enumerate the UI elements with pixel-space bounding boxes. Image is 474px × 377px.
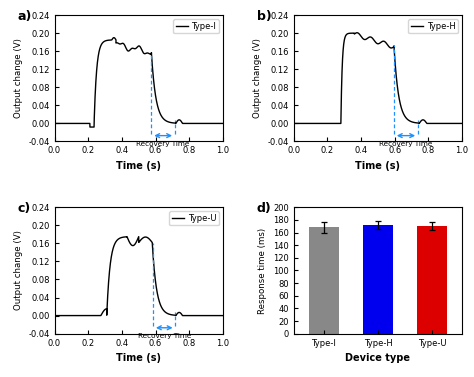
Legend: Type-H: Type-H — [409, 19, 458, 33]
Legend: Type-I: Type-I — [173, 19, 219, 33]
Text: b): b) — [256, 10, 272, 23]
Text: Recovery Time: Recovery Time — [137, 333, 191, 339]
Text: a): a) — [18, 10, 32, 23]
Text: Recovery Time: Recovery Time — [379, 141, 433, 147]
Bar — [309, 227, 338, 334]
Legend: Type-U: Type-U — [170, 211, 219, 225]
Y-axis label: Output change (V): Output change (V) — [14, 38, 23, 118]
Bar — [363, 225, 393, 334]
Bar — [417, 226, 447, 334]
Y-axis label: Response time (ms): Response time (ms) — [258, 227, 267, 314]
X-axis label: Device type: Device type — [346, 353, 410, 363]
X-axis label: Time (s): Time (s) — [116, 161, 161, 171]
Y-axis label: Output change (V): Output change (V) — [14, 230, 23, 310]
Y-axis label: Output change (V): Output change (V) — [253, 38, 262, 118]
X-axis label: Time (s): Time (s) — [116, 353, 161, 363]
X-axis label: Time (s): Time (s) — [356, 161, 401, 171]
Text: Recovery Time: Recovery Time — [137, 141, 190, 147]
Text: d): d) — [256, 202, 272, 215]
Text: c): c) — [18, 202, 31, 215]
